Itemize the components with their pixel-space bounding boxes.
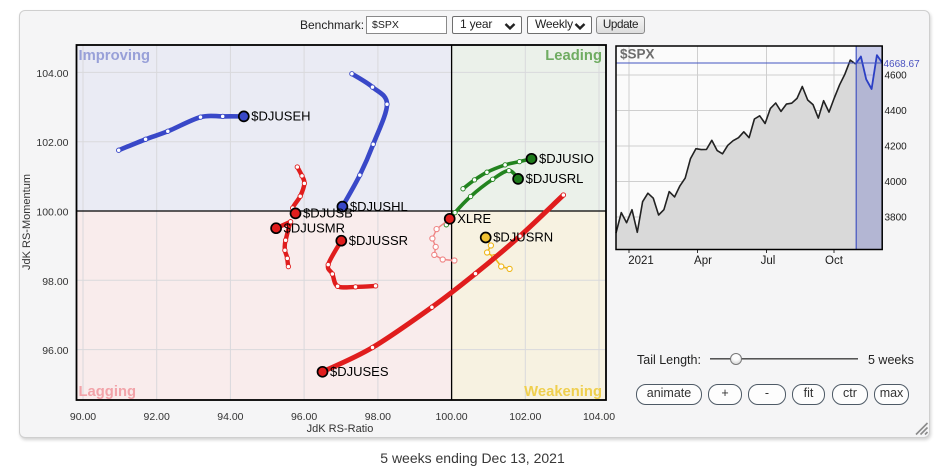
svg-text:Apr: Apr — [694, 255, 712, 267]
svg-text:2021: 2021 — [628, 255, 654, 267]
svg-text:Leading: Leading — [545, 48, 602, 64]
svg-text:$DJUSSR: $DJUSSR — [349, 233, 408, 248]
svg-text:$DJUSEH: $DJUSEH — [251, 109, 310, 124]
svg-text:100.00: 100.00 — [36, 207, 68, 219]
svg-text:$DJUSRN: $DJUSRN — [493, 230, 553, 245]
svg-text:JdK RS-Momentum: JdK RS-Momentum — [21, 174, 33, 270]
svg-text:4000: 4000 — [885, 177, 908, 188]
svg-text:XLRE: XLRE — [457, 211, 491, 226]
svg-text:4200: 4200 — [885, 142, 908, 153]
svg-text:$DJUSMR: $DJUSMR — [284, 220, 345, 235]
svg-text:4600: 4600 — [885, 71, 908, 82]
svg-text:3800: 3800 — [885, 213, 908, 224]
svg-text:96.00: 96.00 — [42, 345, 68, 357]
svg-text:98.00: 98.00 — [42, 276, 68, 288]
svg-text:$DJUSRL: $DJUSRL — [526, 171, 584, 186]
svg-text:104.00: 104.00 — [583, 411, 615, 423]
svg-text:90.00: 90.00 — [70, 411, 96, 423]
svg-text:Oct: Oct — [825, 255, 844, 267]
svg-text:100.00: 100.00 — [436, 411, 468, 423]
svg-text:JdK RS-Ratio: JdK RS-Ratio — [307, 423, 374, 435]
svg-text:$DJUSB: $DJUSB — [303, 206, 353, 221]
svg-text:94.00: 94.00 — [217, 411, 243, 423]
svg-text:96.00: 96.00 — [291, 411, 317, 423]
svg-text:Lagging: Lagging — [79, 384, 137, 400]
svg-text:4668.67: 4668.67 — [884, 59, 921, 70]
svg-text:$DJUSIO: $DJUSIO — [539, 151, 594, 166]
svg-text:Jul: Jul — [761, 255, 776, 267]
svg-text:Improving: Improving — [79, 48, 151, 64]
svg-text:104.00: 104.00 — [36, 68, 68, 80]
svg-text:Weakening: Weakening — [524, 384, 602, 400]
svg-text:$DJUSHL: $DJUSHL — [350, 199, 408, 214]
svg-text:$DJUSES: $DJUSES — [330, 364, 389, 379]
svg-text:$SPX: $SPX — [620, 47, 655, 62]
svg-text:92.00: 92.00 — [144, 411, 170, 423]
svg-text:102.00: 102.00 — [509, 411, 541, 423]
svg-text:4400: 4400 — [885, 106, 908, 117]
svg-text:98.00: 98.00 — [365, 411, 391, 423]
svg-text:102.00: 102.00 — [36, 137, 68, 149]
